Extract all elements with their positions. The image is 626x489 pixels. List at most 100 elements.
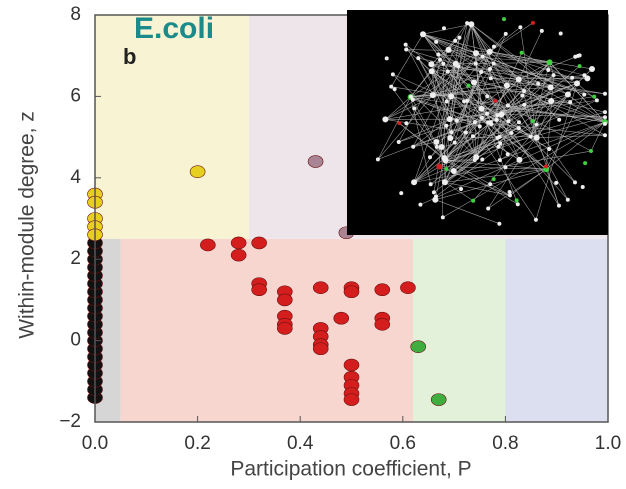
network-edge <box>444 74 554 159</box>
network-edge <box>435 94 569 197</box>
network-node <box>390 72 395 77</box>
network-edge <box>450 136 531 139</box>
network-node <box>444 99 449 104</box>
network-node <box>498 141 503 146</box>
network-node <box>449 130 454 135</box>
network-node <box>564 91 571 98</box>
y-tick-label: 4 <box>70 167 81 188</box>
network-node <box>399 191 404 196</box>
network-node <box>462 99 467 104</box>
network-node <box>438 57 443 62</box>
network-edge <box>506 85 576 183</box>
network-edge <box>405 44 432 65</box>
network-edge <box>493 63 578 84</box>
network-node <box>445 69 450 74</box>
network-node <box>588 149 593 154</box>
network-node <box>547 84 554 91</box>
network-edge <box>431 64 537 220</box>
network-node <box>479 69 484 74</box>
network-node <box>488 120 493 125</box>
network-node <box>603 91 607 96</box>
network-node <box>472 157 477 162</box>
network-node <box>603 133 607 138</box>
y-tick-label: 8 <box>70 4 81 25</box>
y-tick-label: 0 <box>70 330 81 351</box>
network-edge <box>481 108 519 205</box>
network-edge <box>444 121 476 183</box>
network-edge <box>438 54 550 63</box>
network-edge <box>501 114 560 206</box>
network-node <box>444 166 449 171</box>
network-node <box>434 194 439 199</box>
network-edge <box>487 159 520 209</box>
network-node <box>473 61 478 66</box>
network-edge <box>422 23 472 35</box>
axes: 0.0 0.2 0.4 0.6 0.8 1.0 −2 0 2 4 6 8 <box>59 4 621 454</box>
network-node <box>519 50 524 55</box>
network-node <box>447 135 454 142</box>
network-edge <box>398 118 450 143</box>
network-node <box>428 61 435 68</box>
network-edge <box>489 51 560 120</box>
network-node <box>412 106 417 111</box>
network-node <box>558 31 563 36</box>
network-edge <box>536 100 552 138</box>
network-node <box>594 98 599 103</box>
network-edge <box>438 54 606 123</box>
network-node <box>539 28 544 33</box>
network-node <box>491 44 496 49</box>
network-node <box>441 61 446 66</box>
network-node <box>582 73 587 78</box>
network-node <box>433 138 440 145</box>
network-edge <box>377 94 434 160</box>
network-node <box>420 31 427 38</box>
network-node <box>485 94 490 99</box>
network-edge <box>475 63 520 160</box>
network-node <box>533 217 538 222</box>
network-node <box>429 92 436 99</box>
network-edge <box>445 79 519 161</box>
network-node <box>404 121 409 126</box>
point <box>312 281 329 294</box>
network-edge <box>546 94 585 170</box>
network-node <box>436 163 443 170</box>
network-node <box>382 116 389 123</box>
network-edge <box>475 52 537 138</box>
network-node <box>589 65 596 72</box>
point <box>333 311 350 325</box>
network-edge <box>431 63 578 84</box>
x-axis-label: Participation coefficient, P <box>230 458 471 481</box>
network-edge <box>391 86 606 123</box>
network-node <box>463 130 468 135</box>
network-node <box>375 157 380 162</box>
network-node <box>428 68 435 75</box>
network-node <box>506 119 511 124</box>
network-node <box>396 139 401 144</box>
network-node <box>509 131 514 136</box>
network-node <box>445 46 452 53</box>
network-edge <box>545 75 554 170</box>
network-node <box>515 202 520 207</box>
network-node <box>554 180 559 185</box>
network-edge <box>520 27 537 138</box>
network-node <box>436 52 441 57</box>
network-node <box>473 50 480 57</box>
network-edge <box>399 122 446 161</box>
network-edge <box>472 83 578 201</box>
network-node <box>446 116 453 123</box>
point <box>343 358 360 372</box>
network-node <box>477 124 482 129</box>
network-node <box>441 179 448 186</box>
network-edge <box>413 118 450 148</box>
network-node <box>530 20 535 25</box>
network-node <box>456 64 461 69</box>
point <box>307 155 324 168</box>
network-node <box>410 97 415 102</box>
network-edge <box>499 137 537 161</box>
network-edge <box>431 71 477 158</box>
network-edge <box>530 87 551 137</box>
network-node <box>389 84 394 89</box>
network-node <box>397 121 402 126</box>
network-edge <box>413 63 456 183</box>
